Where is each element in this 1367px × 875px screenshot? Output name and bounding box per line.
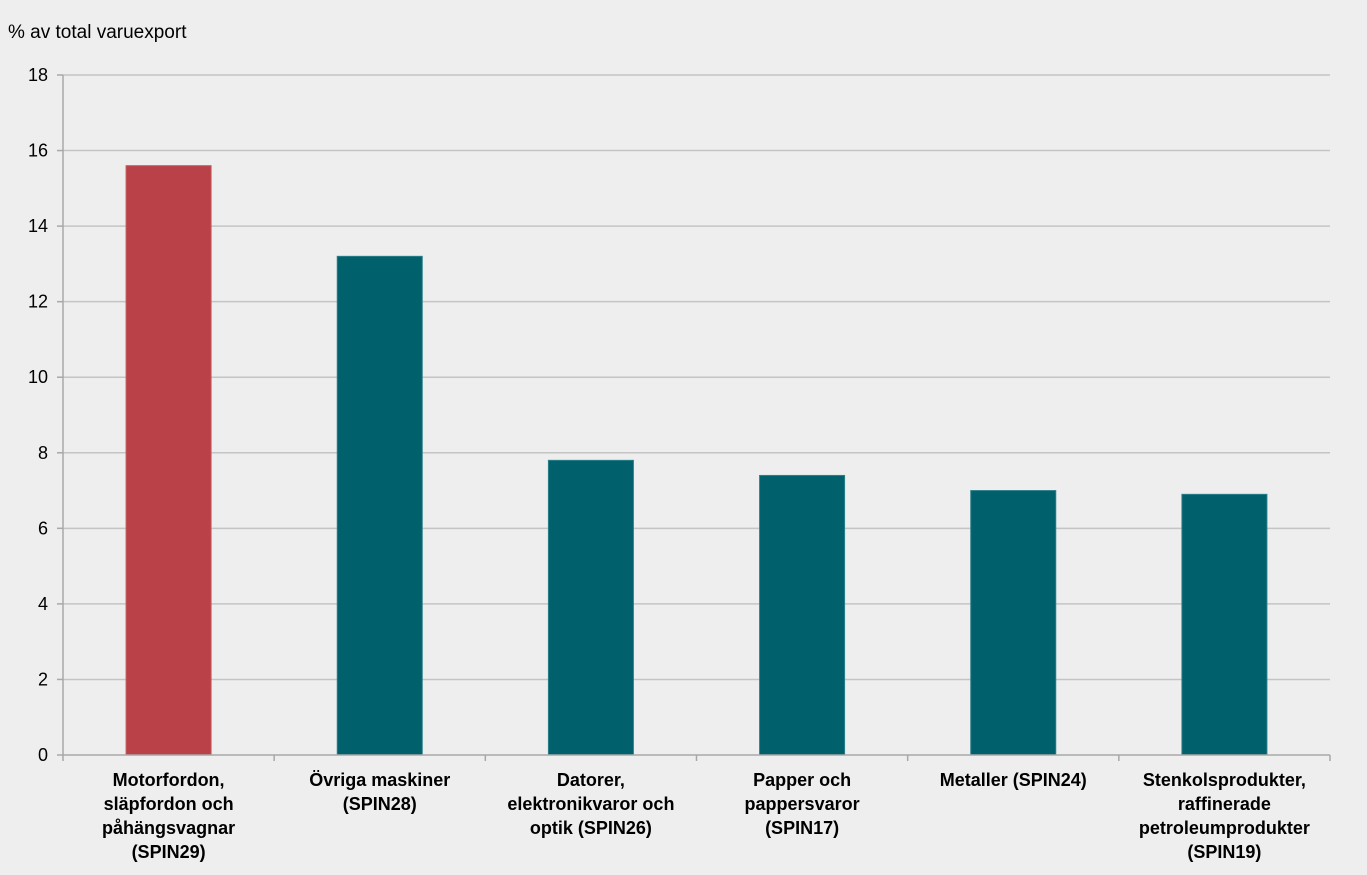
bar bbox=[759, 474, 846, 756]
bar bbox=[1181, 493, 1268, 756]
x-category-label: raffinerade bbox=[1178, 794, 1271, 814]
gridlines bbox=[63, 74, 1330, 681]
x-category-label: Metaller (SPIN24) bbox=[940, 770, 1087, 790]
x-category-label: pappersvaror bbox=[745, 794, 860, 814]
y-tick-label: 10 bbox=[28, 367, 48, 387]
x-category-label: (SPIN19) bbox=[1187, 842, 1261, 862]
x-category-label: Övriga maskiner bbox=[309, 770, 450, 790]
x-category-label: elektronikvaror och bbox=[507, 794, 674, 814]
y-tick-label: 0 bbox=[38, 745, 48, 765]
x-category-label: påhängsvagnar bbox=[102, 818, 235, 838]
bar bbox=[547, 459, 634, 756]
x-category-label: Papper och bbox=[753, 770, 851, 790]
y-axis-label: % av total varuexport bbox=[8, 22, 187, 43]
y-tick-label: 18 bbox=[28, 65, 48, 85]
x-category-label: släpfordon och bbox=[104, 794, 234, 814]
bar bbox=[970, 490, 1057, 756]
y-tick-label: 14 bbox=[28, 216, 48, 236]
x-category-label: (SPIN29) bbox=[132, 842, 206, 862]
x-category-label: (SPIN17) bbox=[765, 818, 839, 838]
x-category-label: Datorer, bbox=[557, 770, 625, 790]
y-axis-ticks: 0 2 4 6 8 10 12 14 16 18 bbox=[28, 65, 63, 765]
x-category-label: Stenkolsprodukter, bbox=[1143, 770, 1306, 790]
bar bbox=[125, 165, 212, 756]
bars bbox=[125, 165, 1268, 756]
y-tick-label: 16 bbox=[28, 141, 48, 161]
x-axis-categories: Motorfordon, släpfordon och påhängsvagnar (… bbox=[102, 770, 1310, 862]
y-tick-label: 12 bbox=[28, 292, 48, 312]
y-tick-label: 4 bbox=[38, 594, 48, 614]
bar bbox=[336, 255, 423, 756]
axes bbox=[62, 75, 1331, 761]
y-tick-label: 2 bbox=[38, 669, 48, 689]
y-tick-label: 6 bbox=[38, 518, 48, 538]
x-category-label: (SPIN28) bbox=[343, 794, 417, 814]
x-category-label: Motorfordon, bbox=[113, 770, 225, 790]
y-tick-label: 8 bbox=[38, 443, 48, 463]
x-category-label: petroleumprodukter bbox=[1139, 818, 1310, 838]
x-category-label: optik (SPIN26) bbox=[530, 818, 652, 838]
